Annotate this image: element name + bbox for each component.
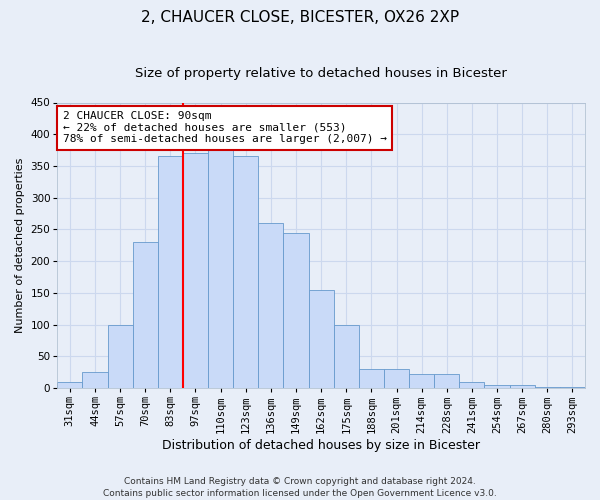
- Bar: [409, 374, 434, 388]
- Text: Contains HM Land Registry data © Crown copyright and database right 2024.
Contai: Contains HM Land Registry data © Crown c…: [103, 476, 497, 498]
- Bar: [258, 223, 283, 388]
- Bar: [283, 232, 308, 388]
- Bar: [308, 290, 334, 388]
- Text: 2, CHAUCER CLOSE, BICESTER, OX26 2XP: 2, CHAUCER CLOSE, BICESTER, OX26 2XP: [141, 10, 459, 25]
- Bar: [509, 385, 535, 388]
- Bar: [208, 150, 233, 388]
- Bar: [334, 324, 359, 388]
- Bar: [183, 154, 208, 388]
- Bar: [158, 156, 183, 388]
- Bar: [133, 242, 158, 388]
- Bar: [535, 387, 560, 388]
- X-axis label: Distribution of detached houses by size in Bicester: Distribution of detached houses by size …: [162, 440, 480, 452]
- Bar: [484, 385, 509, 388]
- Title: Size of property relative to detached houses in Bicester: Size of property relative to detached ho…: [135, 68, 507, 80]
- Bar: [233, 156, 258, 388]
- Bar: [107, 324, 133, 388]
- Bar: [460, 382, 484, 388]
- Bar: [384, 369, 409, 388]
- Bar: [560, 387, 585, 388]
- Bar: [82, 372, 107, 388]
- Y-axis label: Number of detached properties: Number of detached properties: [15, 158, 25, 333]
- Bar: [359, 369, 384, 388]
- Bar: [434, 374, 460, 388]
- Bar: [57, 382, 82, 388]
- Text: 2 CHAUCER CLOSE: 90sqm
← 22% of detached houses are smaller (553)
78% of semi-de: 2 CHAUCER CLOSE: 90sqm ← 22% of detached…: [62, 111, 386, 144]
